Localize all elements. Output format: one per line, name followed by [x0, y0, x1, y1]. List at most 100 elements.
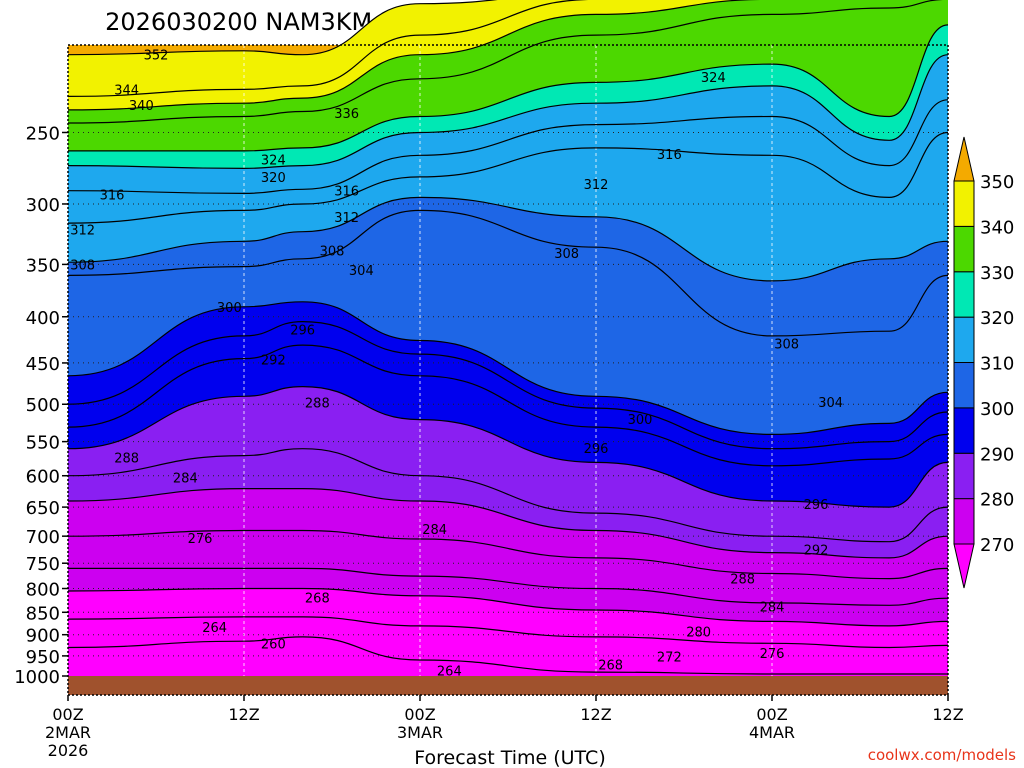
y-tick-label: 800	[26, 580, 60, 601]
isotherm-260	[67, 636, 948, 675]
x-tick-label: 00Z	[52, 705, 83, 724]
contour-label: 268	[305, 592, 330, 607]
theta-band-324	[68, 24, 948, 169]
contour-label: 316	[657, 148, 682, 163]
contour-label: 276	[188, 532, 213, 547]
contour-label: 344	[114, 83, 139, 98]
y-tick-label: 600	[26, 467, 60, 488]
isotherm-lines	[67, 0, 949, 675]
y-tick-label: 700	[26, 527, 60, 548]
isotherm-276	[67, 529, 949, 580]
contour-label: 284	[173, 472, 198, 487]
contour-label: 304	[349, 264, 374, 279]
contour-label: 312	[334, 211, 359, 226]
theta-band-304	[68, 210, 948, 435]
colorbar-segment-280	[953, 452, 975, 500]
theta-band-292	[68, 345, 948, 508]
x-tick-label: 12Z	[932, 705, 963, 724]
isotherm-292	[67, 344, 949, 467]
contour-label: 288	[114, 452, 139, 467]
y-tick-label: 300	[26, 195, 60, 216]
contour-label: 276	[760, 647, 785, 662]
contour-label: 272	[657, 651, 682, 666]
contour-label: 300	[628, 413, 653, 428]
y-tick-label: 350	[26, 255, 60, 276]
theta-band-288	[68, 386, 948, 542]
contour-label: 320	[261, 171, 286, 186]
colorbar-segment-290	[953, 407, 975, 454]
y-tick-label: 650	[26, 498, 60, 519]
colorbar-label: 320	[980, 308, 1014, 329]
y-tick-label: 950	[26, 647, 60, 668]
theta-band-340	[68, 0, 936, 123]
x-tick-label: 00Z	[404, 705, 435, 724]
contour-label: 324	[261, 154, 286, 169]
theta-band-260	[68, 636, 948, 676]
y-tick-label: 850	[26, 603, 60, 624]
ground-surface	[68, 676, 948, 695]
isotherm-272	[68, 567, 949, 606]
contour-label: 336	[334, 107, 359, 122]
isotherm-344	[67, 0, 593, 97]
theta-band-336	[68, 0, 948, 151]
contour-label: 352	[144, 49, 169, 64]
isotherm-296	[67, 320, 949, 450]
grid-lines	[68, 45, 948, 676]
theta-band-352	[68, 0, 577, 97]
theta-band-268	[68, 588, 948, 648]
x-tick-label: 3MAR	[397, 723, 443, 742]
isotherm-336	[67, 0, 946, 124]
contour-label: 288	[305, 397, 330, 412]
colorbar-segment-270	[953, 498, 975, 545]
colorbar-label: 290	[980, 444, 1014, 465]
contour-label: 316	[334, 185, 359, 200]
y-tick-label: 400	[26, 308, 60, 329]
contour-label: 264	[202, 621, 227, 636]
x-axis-label: Forecast Time (UTC)	[414, 747, 605, 768]
colorbar-label: 300	[980, 399, 1014, 420]
theta-band-272	[68, 568, 948, 626]
contour-label: 312	[70, 223, 95, 238]
contour-label: 296	[290, 323, 315, 338]
y-tick-label: 250	[26, 123, 60, 144]
contour-label: 308	[554, 247, 579, 262]
contour-label: 304	[818, 396, 843, 411]
plot-frame	[67, 44, 949, 696]
y-tick-label: 900	[26, 626, 60, 647]
x-tick-label: 12Z	[228, 705, 259, 724]
isotherm-320	[67, 54, 949, 170]
contour-label: 300	[217, 301, 242, 316]
contour-label: 324	[701, 71, 726, 86]
contour-label: 260	[261, 637, 286, 652]
y-tick-label: 500	[26, 395, 60, 416]
isotherm-352	[67, 0, 498, 56]
isotherm-304	[67, 209, 949, 337]
theta-band-344	[68, 0, 743, 110]
contour-label: 288	[730, 573, 755, 588]
theta-band-320	[68, 54, 948, 194]
isotherm-324	[68, 24, 949, 152]
contour-label: 308	[320, 245, 345, 260]
contour-label: 284	[422, 523, 447, 538]
y-tick-label: 1000	[14, 667, 60, 688]
theta-band-276	[68, 530, 948, 606]
theta-band-280	[68, 488, 948, 579]
colorbar-segment-300	[953, 362, 975, 409]
x-tick-label: 2026	[48, 741, 89, 760]
colorbar-label: 340	[980, 217, 1014, 238]
y-tick-label: 750	[26, 554, 60, 575]
isotherm-288	[67, 385, 949, 508]
contour-label: 264	[437, 664, 462, 679]
contour-label: 284	[760, 601, 785, 616]
contour-label: 268	[598, 658, 623, 673]
contour-label: 312	[584, 178, 609, 193]
contour-label: 308	[70, 258, 95, 273]
theta-band-300	[68, 301, 948, 449]
isotherm-312	[67, 131, 949, 224]
colorbar-segment-330	[953, 225, 975, 273]
x-tick-label: 2MAR	[45, 723, 91, 742]
isotherm-316	[67, 99, 949, 195]
contour-label: 292	[804, 543, 829, 558]
